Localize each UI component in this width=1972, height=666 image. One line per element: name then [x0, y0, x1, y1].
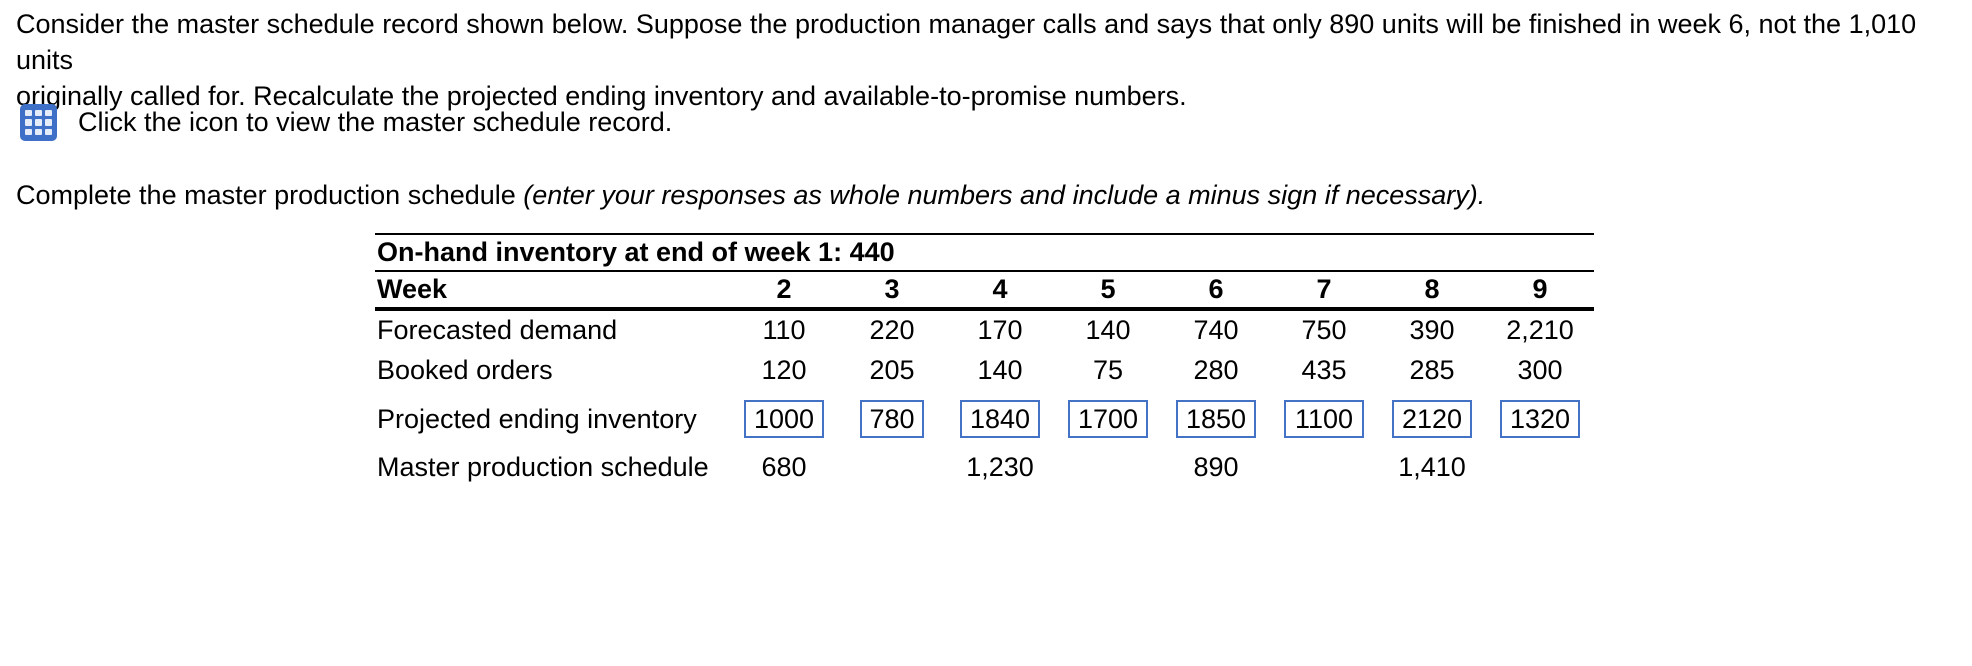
booked-orders-value: 280: [1193, 355, 1239, 385]
forecasted-demand-value: 740: [1193, 315, 1239, 345]
mps-value: 680: [761, 452, 807, 482]
row-label: Projected ending inventory: [377, 403, 697, 434]
row-label: Forecasted demand: [377, 315, 618, 345]
mps-value: 1,410: [1398, 452, 1466, 482]
projected-ending-inventory-input[interactable]: [1392, 400, 1472, 438]
week-number: 8: [1378, 271, 1486, 311]
problem-statement-line1: Consider the master schedule record show…: [16, 9, 1917, 75]
forecasted-demand-value: 140: [1085, 315, 1131, 345]
problem-statement: Consider the master schedule record show…: [16, 6, 1966, 114]
forecasted-demand-value: 110: [762, 315, 806, 345]
forecasted-demand-value: 220: [869, 315, 915, 345]
forecasted-demand-value: 390: [1409, 315, 1455, 345]
mps-value: 890: [1193, 452, 1239, 482]
booked-orders-value: 300: [1517, 355, 1563, 385]
projected-ending-inventory-input[interactable]: [960, 400, 1040, 438]
row-label: Booked orders: [377, 355, 553, 385]
week-number: 4: [946, 271, 1054, 311]
projected-ending-inventory-input[interactable]: [860, 400, 924, 438]
mps-value: [838, 447, 946, 488]
problem-statement-line2: originally called for. Recalculate the p…: [16, 81, 1187, 111]
projected-ending-inventory-row: Projected ending inventory: [375, 391, 1594, 447]
projected-ending-inventory-input[interactable]: [1176, 400, 1256, 438]
instruction-line: Complete the master production schedule …: [16, 180, 1485, 211]
week-number: 9: [1486, 271, 1595, 311]
forecasted-demand-value: 2,210: [1506, 315, 1574, 345]
instruction-italic: (enter your responses as whole numbers a…: [523, 180, 1486, 210]
booked-orders-value: 75: [1092, 355, 1124, 385]
mps-value: [1270, 447, 1378, 488]
on-hand-inventory-title: On-hand inventory at end of week 1: 440: [375, 233, 1595, 272]
master-schedule-table: On-hand inventory at end of week 1: 440 …: [375, 233, 1595, 488]
week-number: 5: [1054, 271, 1162, 311]
forecasted-demand-row: Forecasted demand 110 220 170 140 740 75…: [375, 309, 1594, 350]
instruction-regular: Complete the master production schedule: [16, 180, 524, 210]
week-header-label: Week: [375, 271, 730, 311]
booked-orders-value: 205: [869, 355, 915, 385]
week-number: 6: [1162, 271, 1270, 311]
booked-orders-value: 120: [761, 355, 807, 385]
master-schedule-table-icon[interactable]: [20, 103, 57, 141]
booked-orders-value: 435: [1301, 355, 1347, 385]
table-title-row: On-hand inventory at end of week 1: 440: [375, 233, 1595, 272]
mps-value: [1054, 447, 1162, 488]
projected-ending-inventory-input[interactable]: [744, 400, 824, 438]
icon-line: Click the icon to view the master schedu…: [20, 102, 672, 142]
week-header-row: Week 2 3 4 5 6 7 8 9: [375, 271, 1595, 311]
booked-orders-row: Booked orders 120 205 140 75 280 435 285…: [375, 350, 1594, 391]
master-production-schedule-row: Master production schedule 680 1,230 890…: [375, 447, 1594, 488]
mps-value: 1,230: [966, 452, 1034, 482]
mps-value: [1486, 447, 1594, 488]
week-number: 7: [1270, 271, 1378, 311]
icon-caption: Click the icon to view the master schedu…: [78, 106, 673, 137]
row-label: Master production schedule: [377, 452, 709, 482]
booked-orders-value: 140: [977, 355, 1023, 385]
projected-ending-inventory-input[interactable]: [1284, 400, 1364, 438]
forecasted-demand-value: 750: [1301, 315, 1347, 345]
projected-ending-inventory-input[interactable]: [1068, 400, 1148, 438]
forecasted-demand-value: 170: [977, 315, 1023, 345]
projected-ending-inventory-input[interactable]: [1500, 400, 1580, 438]
week-number: 3: [838, 271, 946, 311]
week-number: 2: [730, 271, 838, 311]
booked-orders-value: 285: [1409, 355, 1455, 385]
